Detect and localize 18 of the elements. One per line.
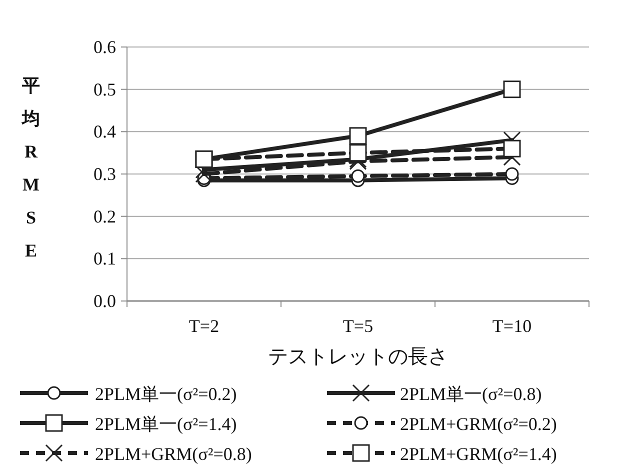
x-tick-label: T=10 (492, 316, 532, 336)
legend-label: 2PLM+GRM(σ²=1.4) (400, 444, 557, 464)
y-tick-label: 0.0 (94, 291, 116, 311)
legend-label: 2PLM+GRM(σ²=0.2) (400, 414, 557, 434)
x-tick-label: T=2 (188, 316, 220, 336)
legend-label: 2PLM単一(σ²=0.2) (95, 384, 237, 404)
x-tick-label: T=5 (342, 316, 374, 336)
legend-label: 2PLM+GRM(σ²=0.8) (95, 444, 252, 464)
y-tick-label: 0.6 (94, 37, 116, 57)
legend-label: 2PLM単一(σ²=0.8) (400, 384, 542, 404)
x-axis-title: テストレットの長さ (268, 346, 448, 368)
y-tick-label: 0.5 (94, 79, 116, 100)
y-tick-label: 0.2 (94, 206, 116, 226)
y-axis-title: 平均RMSE (21, 76, 40, 260)
y-tick-label: 0.3 (94, 164, 116, 184)
legend-label: 2PLM単一(σ²=1.4) (95, 414, 237, 434)
y-tick-label: 0.1 (94, 248, 116, 269)
y-tick-label: 0.4 (94, 122, 116, 142)
